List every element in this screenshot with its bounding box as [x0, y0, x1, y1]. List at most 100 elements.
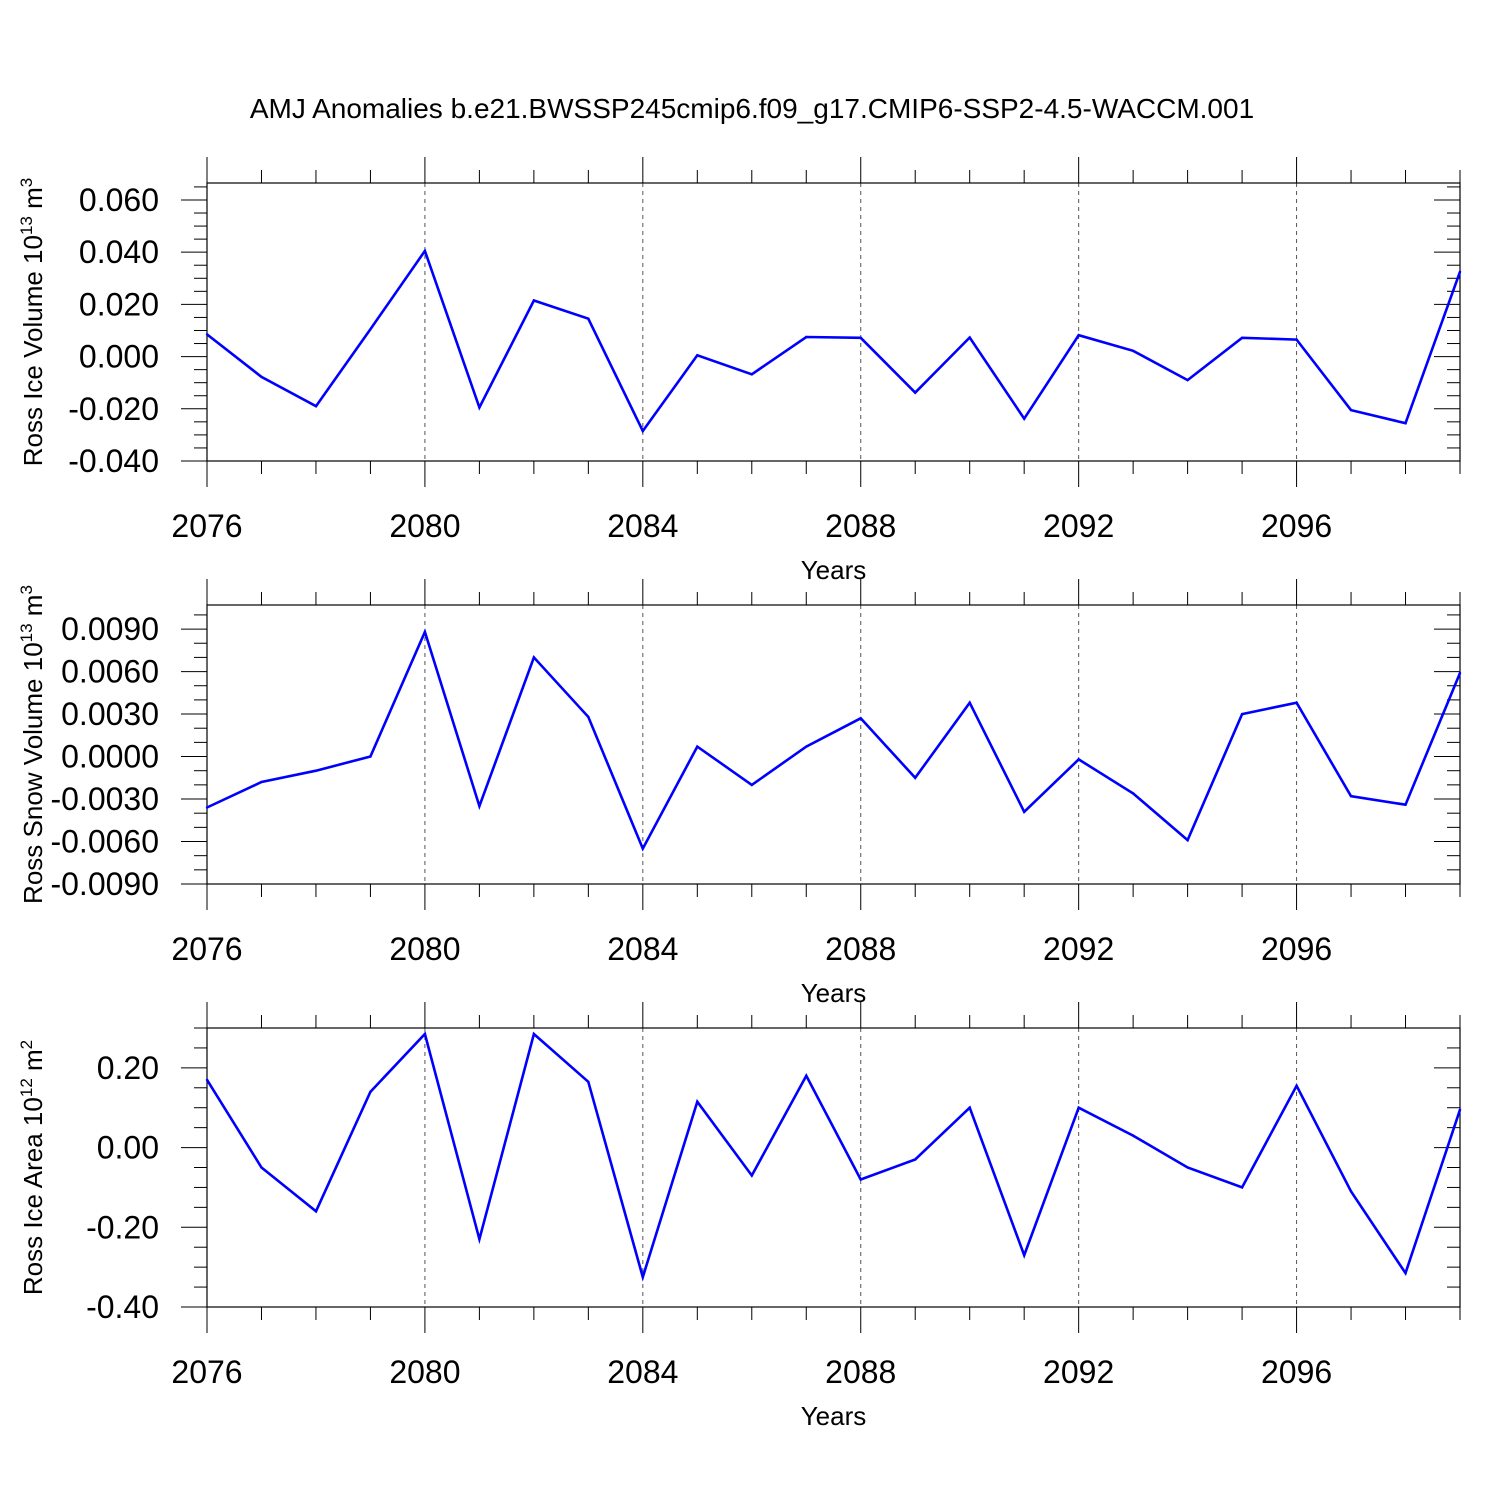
snow-volume-ytick-label: -0.0060 [50, 824, 159, 860]
ice-volume-data-point [532, 299, 536, 302]
snow-volume-xtick-label: 2088 [825, 931, 896, 967]
snow-volume-series-line [206, 628, 1462, 852]
ice-area-series-line [205, 1031, 1462, 1282]
ice-volume-data-point [968, 336, 971, 339]
ice-area-xtick-label: 2096 [1261, 1354, 1332, 1390]
ice-area-xtick-label: 2084 [607, 1354, 678, 1390]
ice-volume-data-point [314, 404, 318, 408]
snow-volume-ytick-label: 0.0000 [61, 739, 159, 775]
snow-volume-data-point [1022, 810, 1026, 813]
snow-volume-data-point [314, 769, 318, 772]
snow-volume-data-point [914, 776, 917, 779]
snow-volume-data-point [641, 847, 645, 850]
ice-volume-data-point [478, 406, 481, 409]
ice-area-ytick-label: -0.20 [86, 1209, 159, 1245]
ice-volume-ylabel: Ross Ice Volume 1013 m3 [17, 178, 48, 467]
ice-volume-data-point [1295, 338, 1298, 341]
snow-volume-xtick-label: 2096 [1261, 931, 1332, 967]
ice-volume-ytick-label: -0.020 [68, 391, 159, 427]
ice-area-data-point [1131, 1134, 1135, 1137]
ice-volume-xtick-label: 2096 [1261, 508, 1332, 544]
ice-volume-data-point [423, 249, 427, 253]
snow-volume-xtick-label: 2092 [1043, 931, 1114, 967]
ice-area-data-point [696, 1100, 699, 1103]
ice-area-data-point [1404, 1271, 1407, 1275]
ice-volume-xtick-label: 2080 [389, 508, 460, 544]
ice-area-ylabel-part: 2 [17, 1040, 36, 1049]
ice-volume-xtick-label: 2076 [171, 508, 242, 544]
ice-volume-ytick-label: 0.020 [79, 286, 159, 322]
ice-area-data-point [1458, 1108, 1462, 1111]
ice-area-xtick-label: 2076 [171, 1354, 242, 1390]
ice-volume-series-line [206, 248, 1462, 434]
snow-volume-xtick-label: 2084 [607, 931, 678, 967]
snow-volume-data-point [750, 783, 753, 787]
ice-area-data-point [1349, 1190, 1353, 1193]
ice-area-data-point [750, 1174, 753, 1177]
ice-area-xtick-label: 2080 [389, 1354, 460, 1390]
ice-volume-ytick-label: -0.040 [68, 443, 159, 479]
ice-area-ytick-label: 0.00 [97, 1130, 159, 1166]
snow-volume-ylabel-part: m [18, 595, 48, 624]
snow-volume-data-point [1131, 792, 1135, 795]
ice-volume-data-point [696, 354, 699, 357]
snow-volume-data-point [968, 701, 971, 704]
panel-ice-area: -0.40 -0.20 0.00 0.20 2076 2080 2084 2088 2092 20… [17, 1002, 1462, 1431]
snow-volume-ytick-label: 0.0030 [61, 696, 159, 732]
panel-snow-volume: -0.0090 -0.0060 -0.0030 0.0000 0.0030 0.0060 0… [17, 579, 1462, 1008]
ice-area-data-point [205, 1078, 209, 1082]
ice-area-data-point [914, 1158, 917, 1161]
ice-volume-data-point [369, 327, 372, 331]
snow-volume-data-point [1458, 671, 1462, 675]
ice-area-data-point [587, 1080, 590, 1084]
ice-volume-data-point [641, 429, 645, 433]
ice-volume-ylabel-part: Ross Ice Volume 10 [18, 235, 48, 466]
snow-volume-xtick-label: 2080 [389, 931, 460, 967]
ice-volume-data-point [1240, 336, 1244, 339]
snow-volume-data-point [1077, 758, 1080, 761]
ice-area-data-point [1186, 1166, 1189, 1169]
snow-volume-data-point [587, 715, 590, 719]
snow-volume-ylabel-part: Ross Snow Volume 10 [18, 642, 48, 904]
snow-volume-ylabel-part: 3 [17, 585, 36, 594]
ice-volume-xtick-label: 2092 [1043, 508, 1114, 544]
ice-area-data-point [1077, 1106, 1080, 1109]
ice-volume-data-point [587, 317, 590, 320]
snow-volume-ytick-label: 0.0090 [61, 611, 159, 647]
ice-volume-ytick-label: 0.040 [79, 234, 159, 270]
ice-area-data-point [641, 1275, 645, 1279]
ice-volume-data-point [1077, 333, 1080, 337]
ice-volume-ytick-label: 0.000 [79, 339, 159, 375]
snow-volume-ytick-label: -0.0090 [50, 866, 159, 902]
ice-area-data-point [1295, 1084, 1298, 1087]
snow-volume-data-point [859, 717, 862, 720]
snow-volume-xtick-label: 2076 [171, 931, 242, 967]
ice-volume-frame [206, 182, 1461, 462]
snow-volume-ylabel-part: 13 [17, 623, 36, 642]
snow-volume-data-point [1404, 803, 1407, 806]
snow-volume-ytick-label: -0.0030 [50, 781, 159, 817]
snow-volume-data-point [369, 755, 372, 758]
snow-volume-data-point [532, 656, 536, 659]
ice-area-data-point [859, 1178, 862, 1181]
ice-area-data-point [968, 1106, 971, 1109]
ice-area-xtick-label: 2088 [825, 1354, 896, 1390]
ice-volume-data-point [1022, 417, 1026, 420]
ice-area-ytick-label: 0.20 [97, 1050, 159, 1086]
ice-area-data-point [805, 1074, 808, 1078]
snow-volume-xlabel: Years [801, 978, 867, 1008]
ice-area-xlabel: Years [801, 1401, 867, 1431]
ice-area-data-point [532, 1032, 536, 1036]
ice-volume-data-point [750, 373, 753, 376]
ice-area-ytick-label: -0.40 [86, 1289, 159, 1325]
ice-area-data-point [314, 1210, 318, 1213]
ice-volume-ylabel-part: 13 [17, 216, 36, 235]
ice-volume-ylabel-part: 3 [17, 178, 36, 187]
ice-area-xtick-label: 2092 [1043, 1354, 1114, 1390]
ice-area-data-point [369, 1090, 372, 1093]
ice-area-ylabel-part: 12 [17, 1078, 36, 1097]
ice-volume-ylabel-part: m [18, 187, 48, 216]
ice-area-ylabel-part: Ross Ice Area 10 [18, 1097, 48, 1295]
snow-volume-data-point [1295, 701, 1298, 704]
